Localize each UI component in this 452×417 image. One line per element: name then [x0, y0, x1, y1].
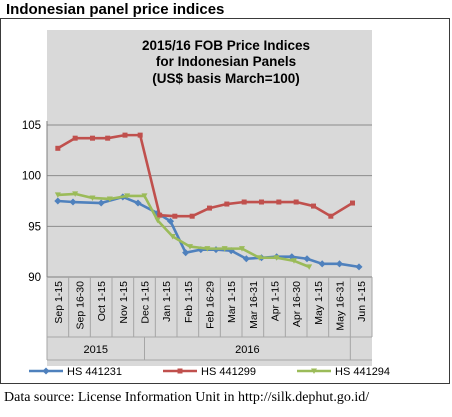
data-point-hs-441294	[169, 233, 176, 240]
data-point-hs-441299	[276, 199, 282, 205]
year-group-label-2015: 2015	[84, 344, 108, 356]
x-tick-label: Mar 16-31	[248, 281, 260, 329]
data-source-note: Data source: License Information Unit in…	[4, 390, 370, 405]
x-tick-label: Nov 1-15	[118, 281, 130, 324]
x-tick-label: Mar 1-15	[226, 281, 238, 323]
data-point-hs-441231	[182, 249, 190, 257]
price-index-chart: 2015/16 FOB Price Indices for Indonesian…	[22, 30, 390, 378]
legend-marker-hs-441299	[177, 368, 183, 374]
data-point-hs-441294	[187, 244, 193, 250]
data-point-hs-441299	[207, 205, 212, 211]
data-point-hs-441294	[54, 192, 61, 198]
data-point-hs-441294	[273, 255, 280, 261]
data-point-hs-441299	[105, 135, 111, 141]
data-point-hs-441294	[124, 193, 131, 199]
data-point-hs-441299	[72, 135, 78, 141]
x-tick-label: Dec 1-15	[140, 281, 152, 324]
series-line-hs-441299	[57, 133, 354, 218]
legend-label-hs-441294: HS 441294	[335, 366, 390, 378]
page-heading: Indonesian panel price indices	[6, 1, 225, 18]
data-point-hs-441231	[318, 260, 326, 268]
chart-frame: 2015/16 FOB Price Indices for Indonesian…	[0, 18, 450, 384]
data-point-hs-441299	[157, 212, 163, 218]
data-point-hs-441294	[291, 258, 297, 264]
data-point-hs-441294	[306, 264, 313, 270]
data-point-hs-441299	[137, 132, 143, 138]
data-point-hs-441299	[259, 199, 264, 205]
x-tick-label: May 16-31	[335, 281, 347, 331]
legend-label-hs-441299: HS 441299	[201, 366, 256, 378]
data-point-hs-441294	[89, 195, 96, 201]
data-point-hs-441231	[69, 198, 77, 206]
data-point-hs-441294	[106, 196, 113, 202]
series-line-hs-441294	[57, 192, 310, 269]
data-point-hs-441231	[303, 255, 311, 263]
x-tick-label: Feb 1-15	[183, 281, 195, 323]
data-point-hs-441294	[154, 217, 161, 224]
x-tick-label: Sep 1-15	[53, 281, 65, 324]
data-point-hs-441231	[54, 197, 62, 205]
data-point-hs-441299	[328, 213, 334, 219]
data-point-hs-441294	[256, 255, 263, 261]
y-tick-label-90: 90	[28, 272, 41, 284]
y-tick-label-100: 100	[22, 171, 41, 183]
year-group-label-2016: 2016	[235, 344, 259, 356]
data-point-hs-441299	[224, 201, 230, 207]
data-point-hs-441294	[239, 246, 245, 252]
x-tick-label: Oct 1-15	[96, 281, 108, 321]
data-point-hs-441294	[221, 246, 228, 252]
data-point-hs-441231	[335, 260, 344, 268]
data-point-hs-441231	[166, 217, 175, 225]
data-point-hs-441299	[122, 132, 128, 138]
data-point-hs-441294	[141, 193, 148, 199]
data-point-hs-441299	[311, 203, 316, 209]
data-point-hs-441299	[241, 199, 247, 205]
y-tick-label-95: 95	[28, 221, 41, 233]
data-point-hs-441299	[90, 135, 95, 141]
legend-marker-hs-441231	[42, 367, 50, 375]
x-tick-label: Feb 16-29	[205, 281, 217, 329]
chart-title-line-2: for Indonesian Panels	[156, 54, 296, 69]
legend-label-hs-441231: HS 441231	[67, 366, 122, 378]
data-point-hs-441299	[350, 200, 355, 206]
data-point-hs-441231	[134, 199, 142, 207]
legend: HS 441231 HS 441299 HS 441294	[29, 366, 390, 378]
data-point-hs-441299	[55, 145, 61, 151]
y-tick-label-105: 105	[22, 120, 41, 132]
data-point-hs-441299	[293, 199, 299, 205]
legend-marker-hs-441294	[311, 368, 317, 374]
x-tick-label: May 1-15	[313, 281, 325, 325]
data-point-hs-441299	[172, 213, 178, 219]
x-tick-label: Jun 1-15	[356, 281, 368, 322]
chart-title-line-1: 2015/16 FOB Price Indices	[142, 38, 310, 53]
x-tick-label: Apr 16-30	[291, 281, 303, 327]
x-tick-label: Jan 1-15	[161, 281, 173, 322]
data-point-hs-441231	[355, 263, 363, 271]
x-tick-label: Apr 1-15	[270, 281, 282, 321]
data-point-hs-441231	[242, 255, 250, 263]
x-tick-label: Sep 16-30	[75, 281, 87, 330]
data-point-hs-441294	[72, 191, 79, 197]
data-point-hs-441294	[204, 246, 211, 252]
data-point-hs-441231	[97, 199, 105, 207]
data-point-hs-441299	[189, 213, 195, 219]
chart-title-line-3: (US$ basis March=100)	[152, 71, 299, 86]
